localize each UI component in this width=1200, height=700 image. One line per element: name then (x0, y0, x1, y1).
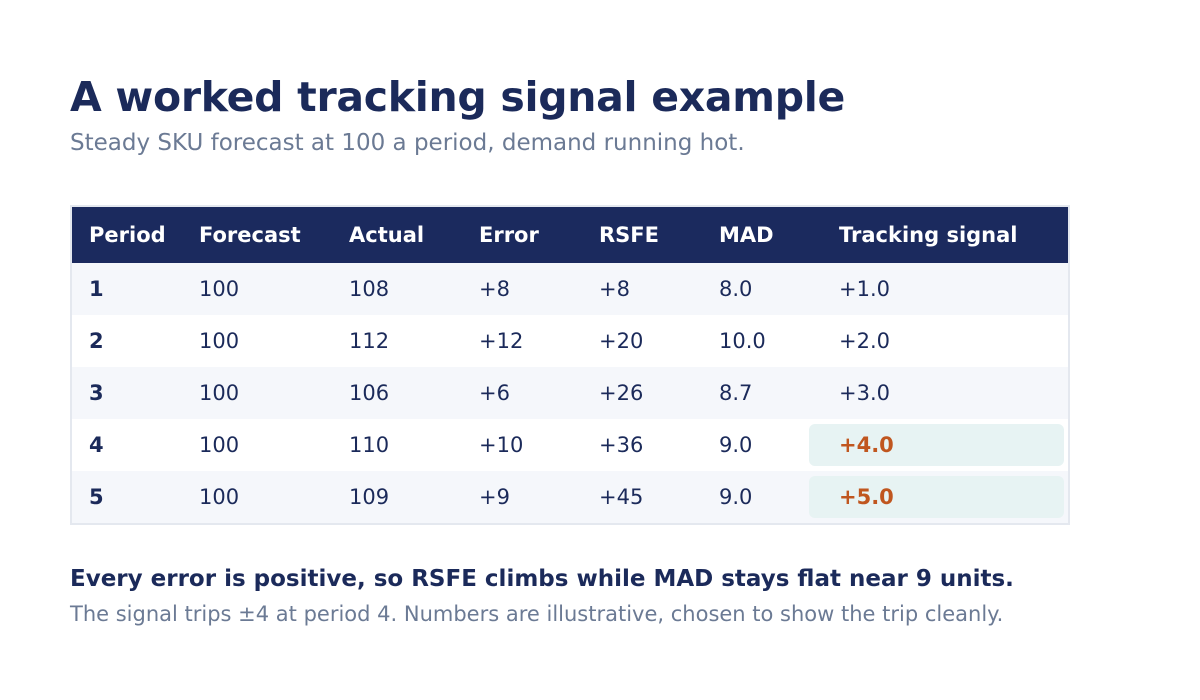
cell-actual: 108 (349, 277, 390, 301)
cell-period: 2 (89, 329, 104, 353)
caption-text: The signal trips ±4 at period 4. Numbers… (70, 602, 1004, 626)
cell-mad: 8.7 (719, 381, 753, 405)
cell-tracking-signal-flagged: +4.0 (809, 419, 1068, 471)
cell-actual: 109 (349, 485, 390, 509)
cell-forecast: 100 (199, 485, 240, 509)
tracking-signal-table: Period Forecast Actual Error RSFE MAD Tr… (70, 205, 1070, 525)
cell-mad: 8.0 (719, 277, 753, 301)
page-title: A worked tracking signal example (70, 73, 846, 121)
cell-tracking-signal: +3.0 (822, 367, 1068, 419)
column-header-forecast: Forecast (199, 223, 301, 247)
tracking-signal-value: +5.0 (839, 485, 894, 509)
column-header-period: Period (89, 223, 166, 247)
cell-actual: 110 (349, 433, 390, 457)
cell-forecast: 100 (199, 433, 240, 457)
column-header-rsfe: RSFE (599, 223, 659, 247)
table-row: 1 100 108 +8 +8 8.0 +1.0 (72, 263, 1068, 315)
tracking-signal-value: +3.0 (839, 381, 890, 405)
cell-period: 1 (89, 277, 104, 301)
tracking-signal-value: +1.0 (839, 277, 890, 301)
tracking-signal-value: +4.0 (839, 433, 894, 457)
cell-error: +6 (479, 381, 510, 405)
column-header-actual: Actual (349, 223, 425, 247)
cell-error: +9 (479, 485, 510, 509)
cell-rsfe: +45 (599, 485, 644, 509)
cell-forecast: 100 (199, 329, 240, 353)
column-header-tracking-signal: Tracking signal (839, 223, 1018, 247)
cell-forecast: 100 (199, 277, 240, 301)
cell-period: 3 (89, 381, 104, 405)
table-header-row: Period Forecast Actual Error RSFE MAD Tr… (72, 207, 1068, 263)
cell-error: +8 (479, 277, 510, 301)
cell-rsfe: +36 (599, 433, 644, 457)
cell-mad: 10.0 (719, 329, 766, 353)
cell-rsfe: +26 (599, 381, 644, 405)
cell-rsfe: +20 (599, 329, 644, 353)
cell-mad: 9.0 (719, 485, 753, 509)
cell-forecast: 100 (199, 381, 240, 405)
cell-tracking-signal: +2.0 (822, 315, 1068, 367)
column-header-error: Error (479, 223, 539, 247)
cell-rsfe: +8 (599, 277, 630, 301)
tracking-signal-value: +2.0 (839, 329, 890, 353)
table-row: 3 100 106 +6 +26 8.7 +3.0 (72, 367, 1068, 419)
cell-error: +10 (479, 433, 524, 457)
cell-actual: 112 (349, 329, 390, 353)
cell-mad: 9.0 (719, 433, 753, 457)
page-content: A worked tracking signal example Steady … (70, 72, 1130, 629)
cell-actual: 106 (349, 381, 390, 405)
takeaway-text: Every error is positive, so RSFE climbs … (70, 566, 1014, 592)
cell-period: 4 (89, 433, 104, 457)
cell-period: 5 (89, 485, 104, 509)
page-subtitle: Steady SKU forecast at 100 a period, dem… (70, 130, 745, 156)
column-header-mad: MAD (719, 223, 774, 247)
cell-error: +12 (479, 329, 524, 353)
table-row: 5 100 109 +9 +45 9.0 +5.0 (72, 471, 1068, 523)
cell-tracking-signal-flagged: +5.0 (809, 471, 1068, 523)
table-row: 2 100 112 +12 +20 10.0 +2.0 (72, 315, 1068, 367)
table-row: 4 100 110 +10 +36 9.0 +4.0 (72, 419, 1068, 471)
cell-tracking-signal: +1.0 (822, 263, 1068, 315)
